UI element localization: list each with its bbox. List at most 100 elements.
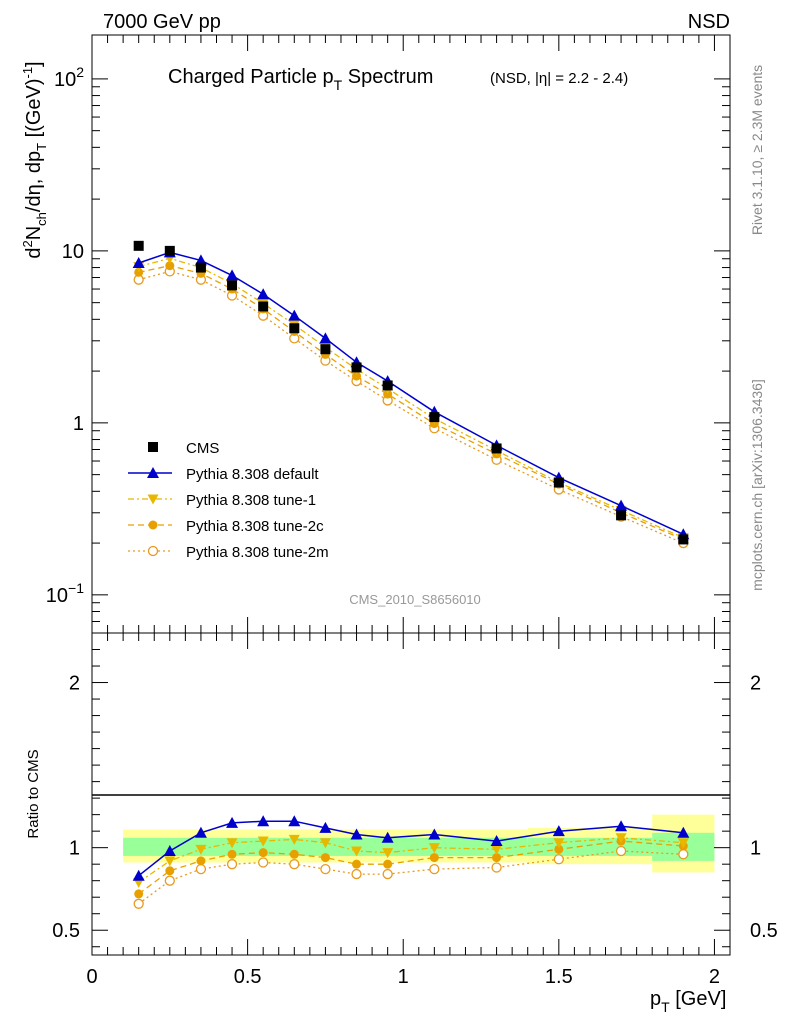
main-point-default (615, 499, 628, 511)
ratio-point-tune2m (351, 868, 362, 880)
legend-label-tune1: Pythia 8.308 tune-1 (186, 492, 316, 509)
legend-entry-tune1: Pythia 8.308 tune-1 (128, 492, 316, 509)
ratio-point-tune1 (615, 833, 627, 844)
ratio-point-tune1 (164, 856, 176, 867)
ratio-point-default (288, 815, 301, 827)
ratio-point-default (677, 826, 690, 838)
ratio-point-tune2c (196, 856, 206, 866)
main-line-tune2m (138, 270, 684, 544)
ratio-point-tune2m (195, 863, 207, 875)
ratio-point-tune2m (553, 854, 564, 865)
ratio-point-tune1 (257, 836, 269, 847)
ratio-line-tune2m (138, 850, 684, 905)
mcplots-reference-label: mcplots.cern.ch [arXiv:1306.3436] (749, 379, 765, 591)
ratio-series-tune2m (133, 845, 689, 909)
main-point-data (133, 240, 144, 251)
ratio-point-tune1 (195, 844, 207, 855)
ratio-point-tune2c (258, 848, 268, 858)
ratio-point-tune1 (319, 838, 331, 849)
x-axis-label: pT [GeV] (650, 988, 726, 1015)
main-point-default (257, 288, 270, 300)
main-line-default (138, 251, 684, 535)
main-y-tick-label: 10 (62, 241, 84, 263)
ratio-panel-frame (91, 632, 731, 956)
ratio-point-tune2c (165, 866, 175, 876)
main-point-data (164, 245, 175, 256)
ratio-point-default (381, 831, 394, 843)
chart-title-subscript: T (334, 77, 343, 93)
header-process-label: NSD (688, 11, 730, 33)
ratio-point-tune2m (133, 898, 144, 909)
ratio-line-tune1 (138, 837, 684, 883)
main-point-data (258, 301, 269, 312)
ratio-series-tune2c (134, 836, 688, 899)
ratio-y-tick-label-right: 0.5 (750, 920, 778, 942)
ratio-point-default (257, 815, 270, 827)
ratio-point-default (319, 821, 332, 833)
legend-entry-tune2m: Pythia 8.308 tune-2m (128, 544, 329, 561)
main-point-data (616, 510, 627, 521)
main-y-tick-label: 102 (54, 64, 84, 91)
header-energy-label: 7000 GeV pp (103, 11, 221, 33)
legend-marker-tune2m (147, 545, 159, 557)
ratio-point-tune1 (491, 844, 503, 855)
ratio-point-tune1 (382, 848, 394, 859)
chart-title-main: Charged Particle p (168, 66, 334, 88)
ratio-point-tune2c (227, 849, 237, 859)
main-line-tune2c (138, 265, 684, 540)
ratio-point-tune2m (615, 845, 627, 857)
ratio-point-tune2m (678, 849, 689, 860)
legend: CMS Pythia 8.308 default Pythia 8.308 tune… (128, 440, 329, 561)
main-y-tick-label: 10−1 (46, 580, 84, 607)
main-point-default (132, 257, 145, 269)
ratio-point-default (350, 828, 363, 840)
main-point-default (319, 332, 332, 344)
ratio-point-tune2m (258, 857, 269, 868)
ratio-point-tune2c (554, 844, 564, 854)
ratio-line-default (138, 820, 684, 877)
main-point-default (226, 269, 239, 281)
ratio-point-tune2c (352, 859, 362, 869)
ratio-point-tune1 (351, 846, 363, 857)
legend-label-default: Pythia 8.308 default (186, 466, 319, 483)
main-point-tune2c (165, 261, 175, 271)
analysis-watermark: CMS_2010_S8656010 (349, 592, 481, 607)
rivet-version-label: Rivet 3.1.10, ≥ 2.3M events (749, 65, 765, 235)
ratio-point-default (132, 869, 145, 881)
ratio-point-tune2m (226, 859, 238, 870)
main-point-data (553, 477, 564, 488)
svg-text:d2Nch/dη, dpT [(GeV)-1]: d2Nch/dη, dpT [(GeV)-1] (20, 61, 49, 258)
legend-marker-tune1 (147, 494, 159, 505)
ratio-y-axis-label: Ratio to CMS (25, 749, 42, 838)
ratio-point-tune2m (289, 859, 300, 870)
legend-marker-default (147, 467, 159, 478)
main-point-default (288, 309, 301, 321)
ratio-point-default (615, 820, 628, 832)
legend-marker-tune2c (148, 520, 158, 530)
legend-marker-data (148, 442, 158, 452)
legend-label-tune2m: Pythia 8.308 tune-2m (186, 544, 329, 561)
legend-label-tune2c: Pythia 8.308 tune-2c (186, 518, 324, 535)
chart-title-tail: Spectrum (342, 66, 433, 88)
ratio-point-default (163, 844, 176, 856)
main-point-tune2c (352, 371, 362, 381)
ratio-point-tune2c (134, 889, 144, 899)
main-point-data (289, 323, 300, 334)
ratio-point-tune2m (320, 863, 331, 875)
main-point-data (678, 534, 689, 545)
ratio-point-tune1 (677, 838, 689, 849)
ratio-y-tick-label-right: 1 (750, 838, 761, 860)
main-point-data (195, 262, 206, 273)
ratio-x-tick-label: 0 (86, 966, 97, 988)
ratio-y-tick-label-right: 2 (750, 673, 761, 695)
ratio-point-default (490, 835, 503, 847)
main-point-data (227, 280, 238, 291)
main-point-data (351, 362, 362, 373)
ratio-line-tune2c (138, 840, 684, 895)
main-point-data (320, 344, 331, 355)
chart-title-qualifier: (NSD, |η| = 2.2 - 2.4) (490, 70, 628, 87)
main-series-data (133, 240, 689, 545)
ratio-point-tune2c (289, 849, 299, 859)
